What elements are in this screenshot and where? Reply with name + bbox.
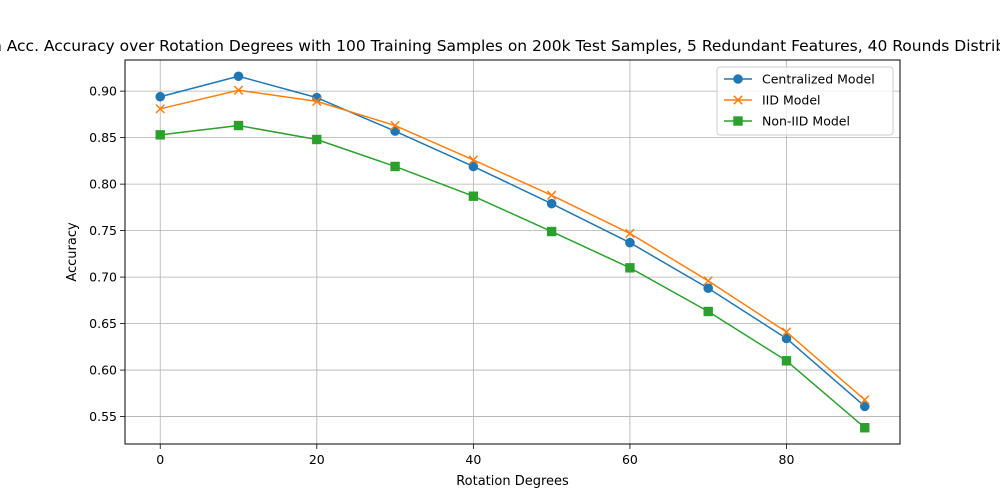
data-point-centralized-model (703, 283, 714, 294)
x-tick-label: 80 (779, 452, 795, 467)
data-point-iid-model (468, 155, 479, 165)
data-point-iid-model (781, 327, 792, 337)
data-point-non-iid-model (703, 306, 713, 317)
legend-swatch-marker (733, 95, 743, 105)
x-marker-stroke (860, 395, 870, 405)
x-marker-stroke (312, 96, 322, 107)
legend-swatch-marker (733, 74, 743, 84)
x-marker-stroke (233, 85, 244, 95)
y-tick-label: 0.85 (89, 130, 117, 145)
x-marker-stroke (625, 228, 635, 239)
legend-item-iid-model: IID Model (724, 93, 821, 108)
x-tick-label: 60 (622, 452, 638, 467)
x-marker-stroke (781, 327, 792, 337)
series-line-centralized-model (160, 75, 866, 407)
data-point-non-iid-model (625, 263, 635, 273)
legend-label: IID Model (762, 93, 821, 108)
data-point-non-iid-model (546, 226, 557, 237)
data-point-iid-model (233, 85, 244, 95)
data-point-centralized-model (155, 91, 166, 102)
y-tick-label: 0.65 (89, 316, 117, 331)
data-point-iid-model (703, 276, 713, 286)
x-axis-ticks: 0 20 40 60 80 (156, 444, 794, 467)
x-marker-stroke (546, 190, 557, 201)
data-point-centralized-model (859, 401, 870, 412)
series-line-non-iid-model (160, 124, 866, 429)
y-tick-label: 0.80 (89, 177, 117, 192)
plot-frame (124, 59, 901, 445)
data-point-non-iid-model (781, 356, 792, 366)
series-line-iid-model (160, 89, 866, 401)
y-tick-label: 0.75 (89, 223, 117, 238)
x-marker-stroke (703, 276, 713, 286)
grid-lines (125, 60, 900, 444)
x-marker-stroke (155, 104, 165, 114)
legend: Centralized Model IID Model Non-IID Model (716, 66, 894, 136)
y-tick-label: 0.60 (89, 363, 117, 378)
series-non-iid-model (155, 120, 870, 433)
data-point-centralized-model (546, 198, 557, 209)
data-point-non-iid-model (860, 423, 870, 433)
data-point-iid-model (625, 228, 635, 239)
data-point-iid-model (546, 190, 557, 201)
legend-item-centralized-model: Centralized Model (724, 72, 875, 87)
data-point-non-iid-model (390, 161, 400, 172)
y-axis-label: Accuracy (65, 222, 80, 282)
legend-item-non-iid-model: Non-IID Model (724, 114, 850, 129)
x-tick-label: 20 (309, 452, 325, 467)
data-point-non-iid-model (155, 130, 165, 140)
x-marker-stroke (468, 155, 479, 165)
data-point-iid-model (390, 120, 400, 131)
x-marker-stroke (390, 120, 400, 131)
x-tick-label: 40 (465, 452, 481, 467)
y-tick-label: 0.90 (89, 84, 117, 99)
legend-label: Centralized Model (762, 72, 875, 87)
data-point-non-iid-model (233, 120, 244, 131)
data-point-centralized-model (233, 71, 244, 82)
data-point-iid-model (312, 96, 322, 107)
legend-frame (716, 66, 894, 136)
data-point-non-iid-model (468, 191, 479, 201)
series-centralized-model (155, 71, 870, 412)
y-tick-label: 0.70 (89, 270, 117, 285)
data-point-non-iid-model (312, 134, 322, 145)
legend-swatch-marker (733, 116, 743, 126)
y-tick-label: 0.55 (89, 409, 117, 424)
series-iid-model (155, 85, 870, 405)
data-point-iid-model (860, 395, 870, 405)
chart-title: Mean Acc. Accuracy over Rotation Degrees… (0, 37, 1000, 55)
data-point-iid-model (155, 104, 165, 114)
data-point-centralized-model (468, 161, 479, 172)
data-point-centralized-model (625, 237, 635, 248)
data-point-centralized-model (781, 333, 792, 344)
x-marker-stroke (733, 95, 743, 105)
x-tick-label: 0 (156, 452, 164, 467)
series-layer (155, 71, 870, 433)
legend-label: Non-IID Model (762, 114, 850, 129)
y-axis-ticks: 0.55 0.60 0.65 0.70 0.75 0.80 0.85 0.90 (89, 84, 125, 424)
data-point-centralized-model (390, 126, 400, 136)
x-axis-label: Rotation Degrees (456, 474, 569, 489)
